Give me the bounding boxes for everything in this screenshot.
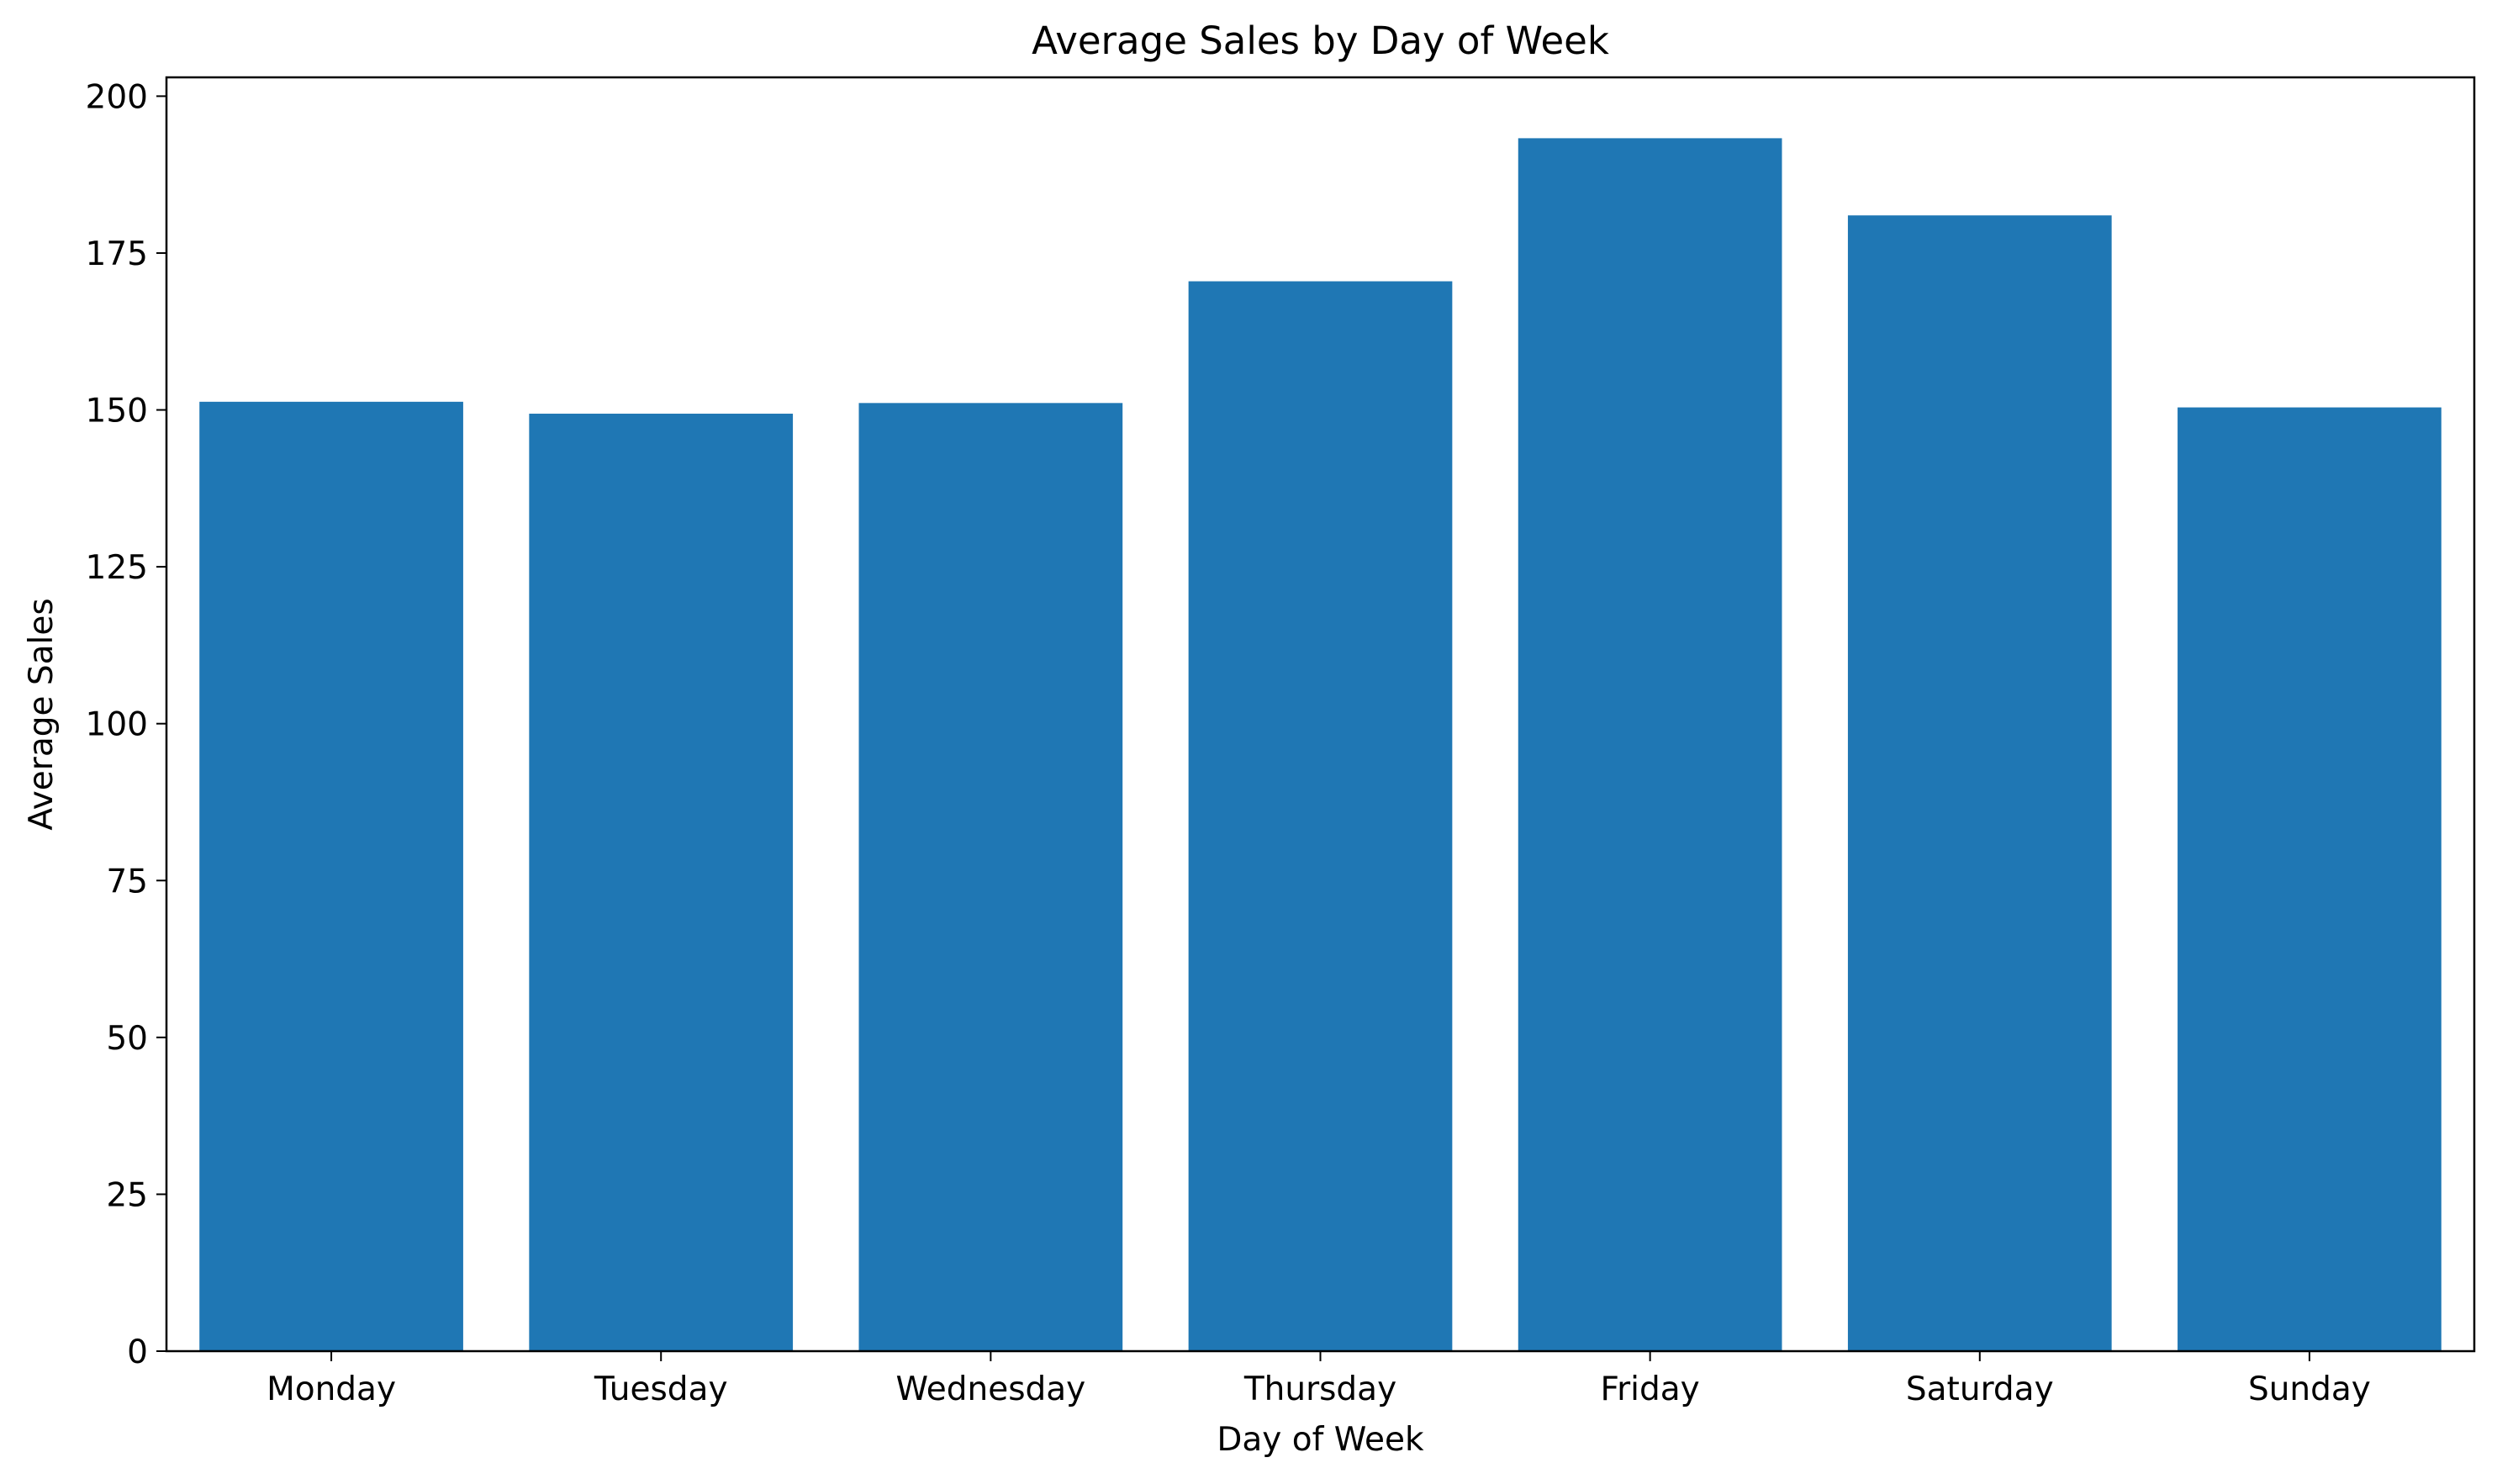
- bar-sunday: [2178, 407, 2442, 1351]
- y-tick-label: 75: [106, 863, 148, 900]
- bar-monday: [199, 401, 463, 1352]
- y-tick-label: 50: [106, 1020, 148, 1058]
- x-tick-label: Sunday: [2248, 1370, 2371, 1408]
- y-tick-label: 25: [106, 1176, 148, 1214]
- bar-friday: [1518, 138, 1782, 1352]
- x-tick-label: Friday: [1601, 1370, 1700, 1408]
- bar-thursday: [1188, 281, 1453, 1351]
- axes-frame: [165, 76, 2476, 1353]
- x-tick-label: Tuesday: [594, 1370, 728, 1408]
- x-axis-ticks: Monday Tuesday Wednesday Thursday Friday Satu…: [267, 1351, 2371, 1408]
- y-axis-ticks: 0 25 50 75 100 125 150 175 200: [86, 78, 166, 1371]
- x-axis-label: Day of Week: [1217, 1421, 1424, 1459]
- y-axis-label: Average Sales: [23, 598, 61, 830]
- bar-tuesday: [529, 414, 794, 1351]
- bar-saturday: [1847, 215, 2112, 1351]
- bar-wednesday: [858, 403, 1123, 1351]
- y-tick-label: 200: [86, 78, 148, 116]
- x-tick-label: Monday: [267, 1370, 396, 1408]
- y-tick-label: 125: [86, 549, 148, 587]
- x-tick-label: Thursday: [1243, 1370, 1396, 1408]
- y-tick-label: 175: [86, 235, 148, 273]
- y-tick-label: 150: [86, 393, 148, 430]
- x-tick-label: Wednesday: [895, 1370, 1085, 1408]
- y-tick-label: 0: [127, 1333, 148, 1371]
- y-tick-label: 100: [86, 706, 148, 744]
- x-tick-label: Saturday: [1906, 1370, 2054, 1408]
- bars-group: [199, 138, 2442, 1352]
- chart-title: Average Sales by Day of Week: [1032, 18, 1609, 63]
